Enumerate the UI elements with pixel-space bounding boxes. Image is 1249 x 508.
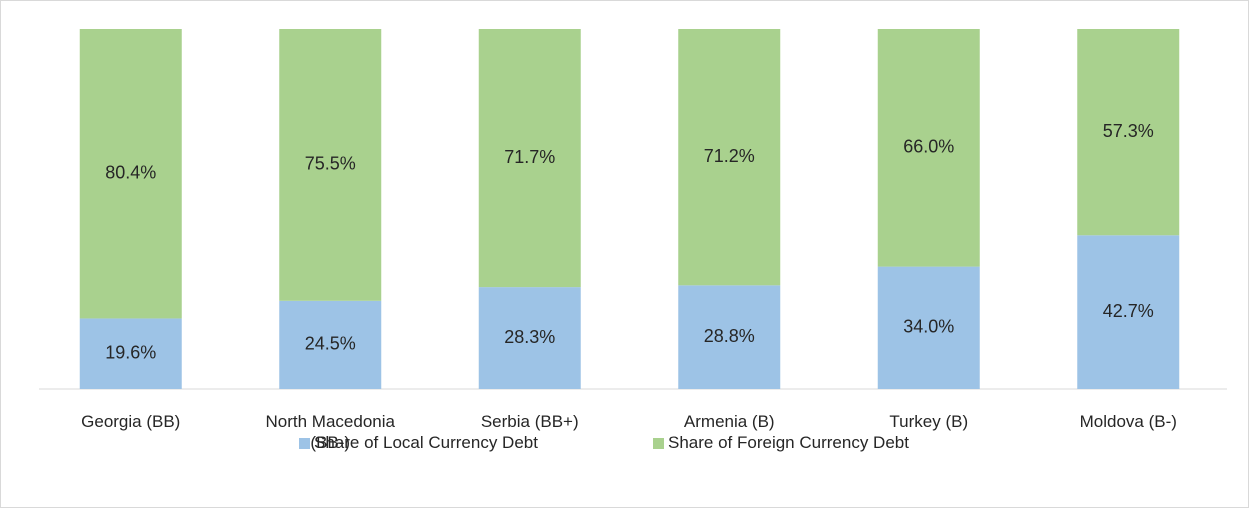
value-label: 66.0%	[903, 137, 954, 157]
bar-segment	[279, 300, 382, 389]
bar-segment	[79, 29, 182, 319]
bar-segment	[478, 29, 581, 288]
legend-label: Share of Foreign Currency Debt	[668, 433, 909, 452]
legend-item: Share of Foreign Currency Debt	[653, 433, 909, 453]
x-tick-label: Moldova (B-)	[1079, 412, 1177, 431]
value-label: 34.0%	[903, 317, 954, 337]
value-label: 28.3%	[504, 327, 555, 347]
legend-swatch	[299, 437, 310, 449]
x-tick-label: Georgia (BB)	[81, 412, 181, 431]
legend-label: Share of Local Currency Debt	[314, 433, 538, 452]
bar-segment	[478, 287, 581, 389]
value-label: 80.4%	[105, 162, 156, 182]
legend-swatch	[653, 437, 664, 449]
bar-segment	[678, 285, 781, 389]
value-label: 19.6%	[105, 342, 156, 362]
bar-segment	[678, 29, 781, 286]
bar-segment	[279, 29, 382, 301]
value-label: 24.5%	[305, 334, 356, 354]
value-label: 42.7%	[1103, 301, 1154, 321]
x-tick-label: Armenia (B)	[683, 412, 775, 431]
bar-segment	[1077, 29, 1180, 236]
bar-segment	[877, 29, 980, 267]
value-label: 57.3%	[1103, 121, 1154, 141]
value-label: 75.5%	[305, 154, 356, 174]
value-label: 28.8%	[704, 326, 755, 346]
x-tick-label: Serbia (BB+)	[480, 412, 579, 431]
value-label: 71.2%	[704, 146, 755, 166]
bar-segment	[79, 318, 182, 389]
x-tick-label: Turkey (B)	[889, 412, 969, 431]
value-label: 71.7%	[504, 147, 555, 167]
bar-segment	[877, 266, 980, 389]
bar-segment	[1077, 235, 1180, 389]
x-tick-label: North Macedonia (BB-)	[265, 412, 395, 452]
legend-item: Share of Local Currency Debt	[299, 433, 538, 453]
